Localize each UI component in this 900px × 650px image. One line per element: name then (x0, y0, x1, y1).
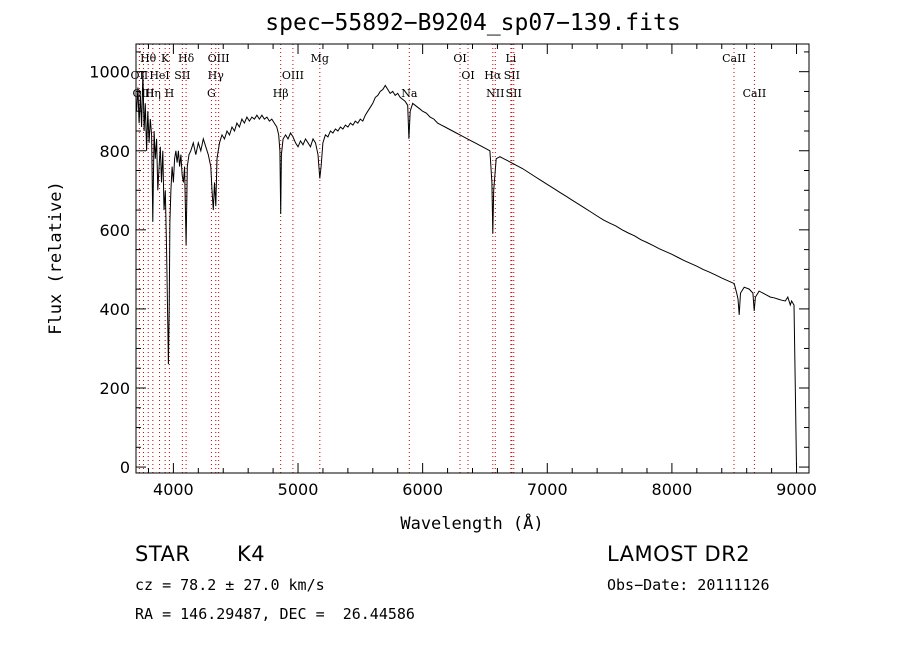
line-marker-label: SII (174, 69, 190, 82)
line-marker-label: OIII (208, 52, 230, 65)
line-marker-label: Hη (145, 87, 161, 100)
object-class: STAR (135, 542, 191, 566)
object-subclass: K4 (237, 542, 266, 566)
y-tick-label: 200 (99, 379, 130, 398)
line-marker-label: SII (506, 87, 522, 100)
line-marker-label: OI (453, 52, 466, 65)
x-tick-label: 4000 (153, 480, 194, 499)
plot-frame (135, 43, 810, 474)
line-marker-label: Hθ (140, 52, 157, 65)
line-marker-label: SII (504, 69, 520, 82)
y-tick-label: 0 (120, 458, 130, 477)
line-marker-label: Hα (484, 69, 502, 82)
spectrum-line (136, 71, 797, 468)
y-tick-label: 400 (99, 300, 130, 319)
redshift-line: cz = 78.2 ± 27.0 km/s (135, 576, 325, 594)
x-axis-label: Wavelength (Å) (400, 512, 543, 534)
line-marker-label: OII (131, 69, 149, 82)
line-marker-label: CaII (722, 52, 746, 65)
x-axis-ticks: 4000 5000 6000 7000 8000 9000 (147, 44, 817, 499)
x-tick-label: 6000 (402, 480, 443, 499)
y-tick-label: 1000 (89, 63, 130, 82)
x-tick-label: 7000 (527, 480, 568, 499)
line-marker-label: Hδ (178, 52, 195, 65)
y-axis-label: Flux (relative) (46, 181, 66, 335)
line-marker-label: HeI (149, 69, 169, 82)
line-marker-label: G (207, 87, 216, 100)
line-marker-label: OIII (282, 69, 304, 82)
line-marker-label: K (161, 52, 170, 65)
line-marker-label: Li (505, 52, 516, 65)
line-marker-label: H (165, 87, 175, 100)
y-tick-label: 600 (99, 221, 130, 240)
line-marker-label: Na (401, 87, 418, 100)
line-marker-label: NII (486, 87, 504, 100)
survey-name: LAMOST DR2 (607, 542, 751, 566)
coordinates-line: RA = 146.29487, DEC = 26.44586 (135, 605, 415, 623)
y-axis-ticks: 0 200 400 600 800 1000 (89, 51, 809, 477)
line-marker-label: Hβ (273, 87, 289, 100)
chart-title: spec−55892−B9204_sp07−139.fits (265, 10, 680, 36)
x-tick-label: 9000 (776, 480, 817, 499)
x-tick-label: 5000 (278, 480, 319, 499)
line-marker-label: CaII (743, 87, 767, 100)
x-tick-label: 8000 (652, 480, 693, 499)
line-marker-label: Mg (311, 52, 329, 65)
y-tick-label: 800 (99, 142, 130, 161)
line-marker-label: Hγ (208, 69, 225, 82)
obs-date: Obs−Date: 20111126 (607, 576, 770, 594)
line-marker-label: OI (461, 69, 474, 82)
